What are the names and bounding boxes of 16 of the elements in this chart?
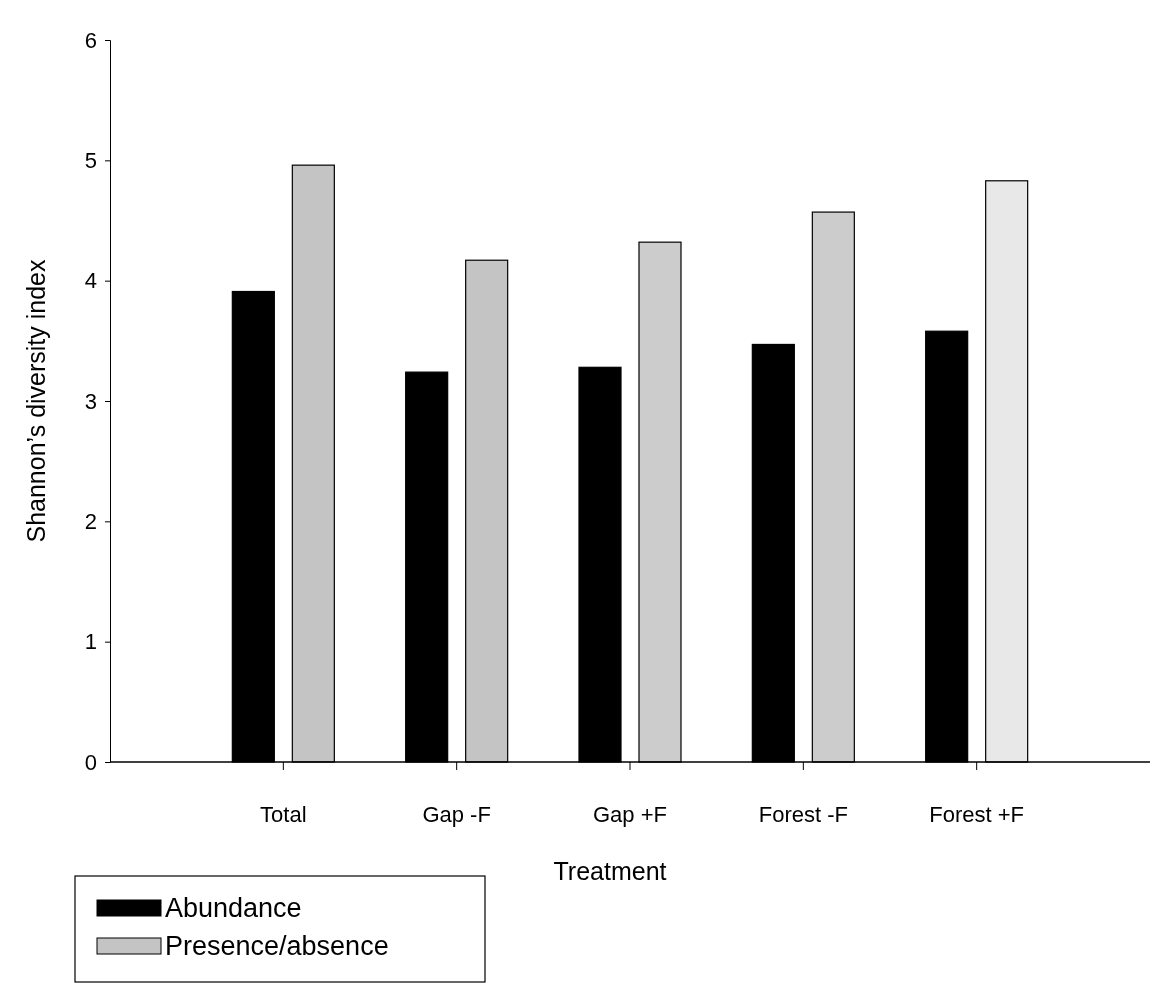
y-tick-label: 5: [84, 147, 97, 173]
x-tick-label: Total: [260, 802, 307, 827]
legend-label: Presence/absence: [165, 931, 389, 961]
y-tick-label: 0: [84, 749, 97, 775]
x-tick-label: Forest +F: [929, 802, 1025, 827]
legend-label: Abundance: [165, 893, 302, 923]
y-tick-label: 6: [84, 27, 97, 53]
y-tick-label: 3: [84, 388, 97, 414]
x-tick-label: Gap -F: [422, 802, 491, 827]
y-tick-label: 1: [84, 629, 97, 655]
y-axis-title: Shannon’s diversity index: [22, 258, 50, 543]
x-tick-label: Forest -F: [758, 802, 848, 827]
x-tick-label: Gap +F: [593, 802, 667, 827]
y-tick-label: 2: [84, 508, 97, 534]
x-axis-title: Treatment: [553, 857, 667, 885]
y-tick-label: 4: [84, 268, 97, 294]
